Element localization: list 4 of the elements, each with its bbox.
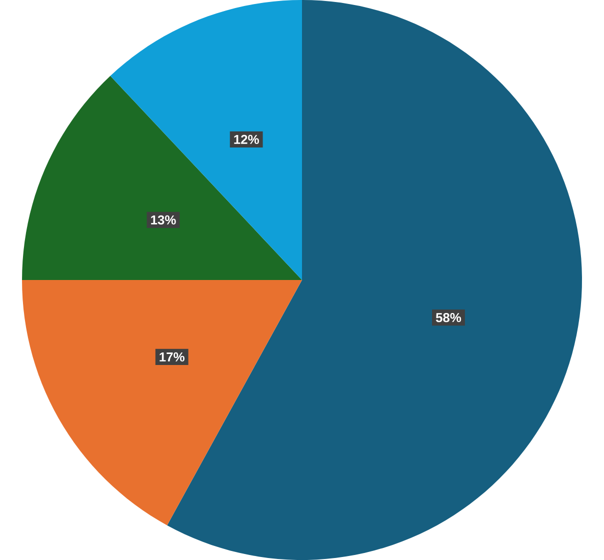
data-label: 58% <box>436 313 462 322</box>
data-label: 13% <box>151 215 176 225</box>
data-label: 17% <box>160 352 184 362</box>
data-label: 12% <box>234 134 259 144</box>
